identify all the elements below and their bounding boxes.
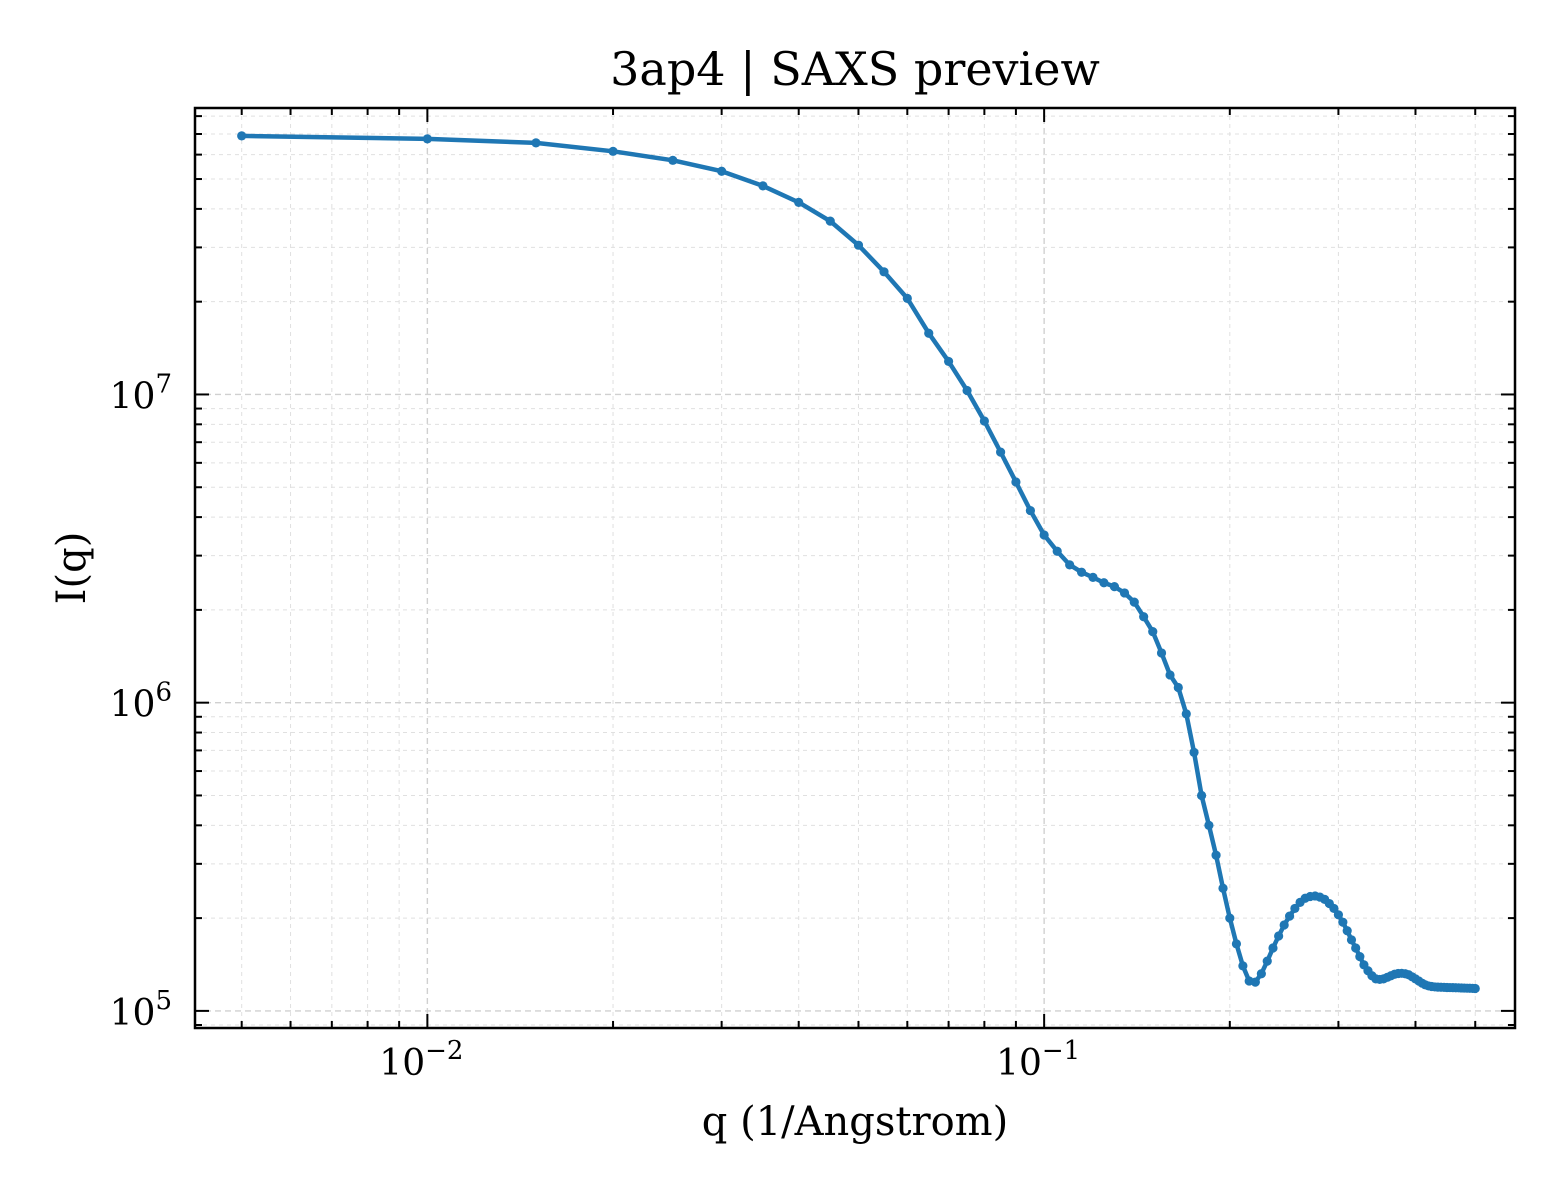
data-point (1139, 612, 1149, 622)
data-point (717, 166, 727, 176)
data-point (1148, 627, 1158, 637)
data-point (1039, 530, 1049, 540)
data-point (668, 155, 678, 165)
data-point (1238, 961, 1248, 971)
data-point (1196, 790, 1207, 801)
data-point (1119, 588, 1130, 598)
data-point (1099, 578, 1109, 588)
data-point (979, 416, 989, 426)
data-point (1355, 952, 1365, 962)
data-point (1342, 926, 1352, 936)
data-point (962, 385, 972, 396)
data-point (758, 181, 768, 191)
data-point (422, 134, 432, 144)
data-point (608, 146, 618, 156)
data-point (1333, 910, 1344, 920)
data-point (1231, 939, 1242, 949)
data-point (1129, 597, 1139, 607)
data-point (1268, 943, 1278, 953)
data-point (1173, 682, 1183, 693)
series-group (237, 131, 1480, 994)
data-point (1274, 931, 1284, 941)
data-point (1052, 546, 1062, 556)
data-point (1290, 903, 1300, 914)
data-point (1351, 943, 1361, 953)
y-tick-label: 105 (110, 986, 172, 1034)
grid (195, 108, 1515, 1028)
x-tick-label: 10−2 (379, 1036, 463, 1084)
data-point (1181, 709, 1191, 719)
data-point (825, 216, 835, 226)
data-point (1189, 747, 1199, 757)
data-point (1284, 911, 1295, 921)
data-point (1076, 567, 1087, 577)
chart-title: 3ap4 | SAXS preview (610, 42, 1100, 96)
data-point (1225, 913, 1235, 923)
data-point (1204, 820, 1214, 830)
data-point (1346, 935, 1357, 945)
data-point (1165, 670, 1175, 680)
data-point (902, 293, 912, 303)
data-point (853, 240, 864, 250)
data-point (1211, 850, 1221, 860)
x-axis-label: q (1/Angstrom) (702, 1099, 1008, 1145)
x-tick-label: 10−1 (996, 1036, 1080, 1084)
data-point (1088, 572, 1098, 582)
y-tick-label: 107 (110, 369, 172, 417)
data-point (1065, 560, 1075, 570)
data-point (1470, 983, 1480, 994)
y-axis-label: I(q) (49, 532, 95, 605)
tick-labels: 10−2 10−1 105 106 107 (110, 369, 1081, 1084)
data-point (944, 356, 954, 367)
data-point (1262, 956, 1272, 966)
y-tick-label: 106 (110, 678, 172, 726)
plot-frame (193, 106, 1517, 1030)
data-point (1025, 505, 1035, 516)
data-point (1256, 969, 1266, 979)
data-point (237, 131, 247, 141)
data-point (1011, 477, 1021, 487)
data-point (794, 197, 804, 207)
data-point (1109, 582, 1120, 592)
data-point (879, 267, 889, 277)
data-point (1156, 648, 1167, 658)
data-point (996, 447, 1006, 457)
data-point (1279, 920, 1289, 930)
data-point (1218, 883, 1228, 893)
data-point (531, 138, 541, 148)
data-point (1250, 977, 1260, 987)
data-point (924, 328, 934, 338)
data-point (1329, 903, 1339, 914)
data-point (1338, 917, 1348, 927)
